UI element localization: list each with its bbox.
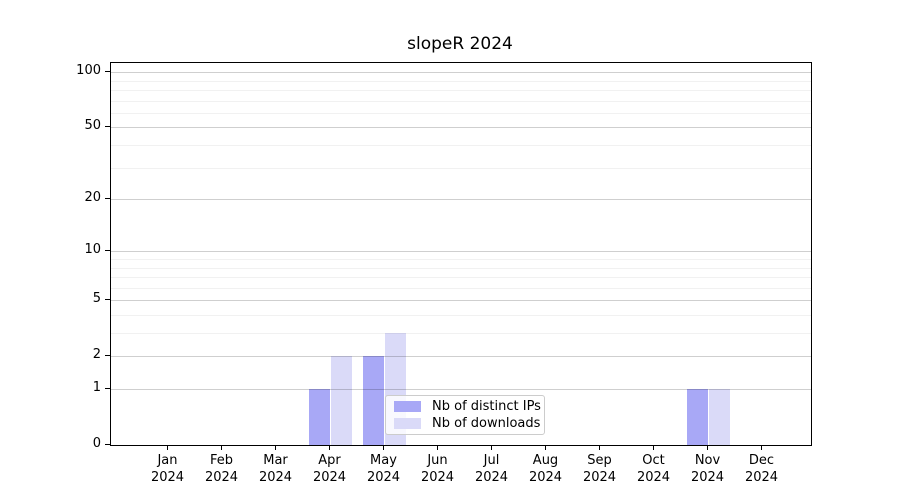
x-tick-month: Sep — [587, 453, 612, 468]
x-tick-month: Mar — [263, 453, 288, 468]
y-tick-mark — [105, 197, 110, 200]
y-tick-mark — [105, 298, 110, 301]
major-gridline — [111, 389, 811, 390]
x-tick-month: Aug — [532, 453, 559, 468]
x-tick-year: 2024 — [420, 470, 455, 485]
y-tick-mark — [105, 387, 110, 389]
y-tick-mark — [105, 354, 110, 357]
x-tick-mark — [220, 445, 223, 450]
x-tick-year: 2024 — [474, 470, 509, 485]
major-gridline — [111, 356, 811, 357]
minor-gridline — [111, 113, 811, 114]
minor-gridline — [111, 259, 811, 260]
x-tick-year: 2024 — [528, 470, 563, 485]
legend-label: Nb of distinct IPs — [432, 399, 541, 414]
x-tick-mark — [760, 445, 763, 450]
x-tick-month: Dec — [748, 453, 775, 468]
x-tick-month: Feb — [209, 453, 234, 468]
x-tick-year: 2024 — [636, 470, 671, 485]
major-gridline — [111, 199, 811, 200]
minor-gridline — [111, 168, 811, 169]
x-tick-month: Oct — [642, 453, 665, 468]
x-tick-year: 2024 — [258, 470, 293, 485]
y-tick-label: 1 — [92, 380, 101, 395]
x-tick-mark — [436, 445, 439, 450]
legend: Nb of distinct IPs Nb of downloads — [385, 395, 545, 435]
x-tick-label: Nov 2024 — [676, 452, 740, 486]
bar-distinct-ips — [308, 389, 331, 445]
x-tick-month: May — [370, 453, 397, 468]
x-tick-year: 2024 — [366, 470, 401, 485]
minor-gridline — [111, 81, 811, 82]
x-tick-year: 2024 — [690, 470, 725, 485]
major-gridline — [111, 72, 811, 73]
legend-item-downloads: Nb of downloads — [394, 416, 540, 431]
legend-item-distinct-ips: Nb of distinct IPs — [394, 399, 541, 414]
legend-swatch-distinct-ips — [394, 401, 421, 412]
x-tick-label: Jul 2024 — [460, 452, 524, 486]
bar-downloads — [708, 389, 731, 445]
y-tick-label: 0 — [92, 436, 101, 451]
minor-gridline — [111, 90, 811, 91]
x-tick-year: 2024 — [582, 470, 617, 485]
bar-distinct-ips — [362, 356, 385, 445]
x-tick-month: Apr — [318, 453, 341, 468]
legend-label: Nb of downloads — [432, 416, 541, 431]
y-tick-mark — [105, 443, 110, 445]
minor-gridline — [111, 277, 811, 278]
x-tick-label: Feb 2024 — [190, 452, 254, 486]
y-tick-label: 100 — [76, 63, 101, 79]
x-tick-label: May 2024 — [352, 452, 416, 486]
x-tick-year: 2024 — [150, 470, 185, 485]
x-tick-label: Aug 2024 — [514, 452, 578, 486]
minor-gridline — [111, 333, 811, 334]
plot-area — [110, 62, 812, 446]
bar-downloads — [330, 356, 353, 445]
x-tick-month: Jan — [157, 453, 178, 468]
x-tick-mark — [274, 445, 277, 450]
major-gridline — [111, 251, 811, 252]
x-tick-year: 2024 — [744, 470, 779, 485]
x-tick-mark — [706, 445, 709, 450]
legend-swatch-downloads — [394, 418, 421, 429]
minor-gridline — [111, 145, 811, 146]
y-tick-mark — [105, 70, 110, 73]
y-tick-label: 20 — [84, 190, 101, 206]
major-gridline — [111, 127, 811, 128]
x-tick-mark — [598, 445, 601, 450]
minor-gridline — [111, 101, 811, 102]
x-tick-month: Jul — [483, 453, 500, 468]
minor-gridline — [111, 268, 811, 269]
x-tick-mark — [544, 445, 547, 450]
x-tick-label: Apr 2024 — [298, 452, 362, 486]
y-tick-mark — [105, 249, 110, 252]
x-tick-label: Dec 2024 — [730, 452, 794, 486]
minor-gridline — [111, 288, 811, 289]
major-gridline — [111, 300, 811, 301]
y-tick-label: 50 — [84, 118, 101, 134]
x-tick-mark — [490, 445, 493, 450]
x-tick-mark — [382, 445, 385, 450]
x-tick-month: Nov — [694, 453, 721, 468]
x-tick-label: Jan 2024 — [136, 452, 200, 486]
x-tick-label: Jun 2024 — [406, 452, 470, 486]
x-tick-label: Mar 2024 — [244, 452, 308, 486]
x-tick-mark — [652, 445, 655, 450]
chart-title: slopeR 2024 — [407, 34, 513, 54]
x-tick-mark — [166, 445, 169, 450]
x-tick-label: Oct 2024 — [622, 452, 686, 486]
y-tick-label: 5 — [92, 291, 101, 307]
x-tick-mark — [328, 445, 331, 450]
minor-gridline — [111, 315, 811, 316]
y-tick-label: 10 — [84, 242, 101, 258]
y-tick-mark — [105, 125, 110, 128]
x-tick-label: Sep 2024 — [568, 452, 632, 486]
x-tick-year: 2024 — [204, 470, 239, 485]
bar-distinct-ips — [686, 389, 709, 445]
x-tick-month: Jun — [427, 453, 448, 468]
x-tick-year: 2024 — [312, 470, 347, 485]
y-tick-label: 2 — [92, 347, 101, 363]
